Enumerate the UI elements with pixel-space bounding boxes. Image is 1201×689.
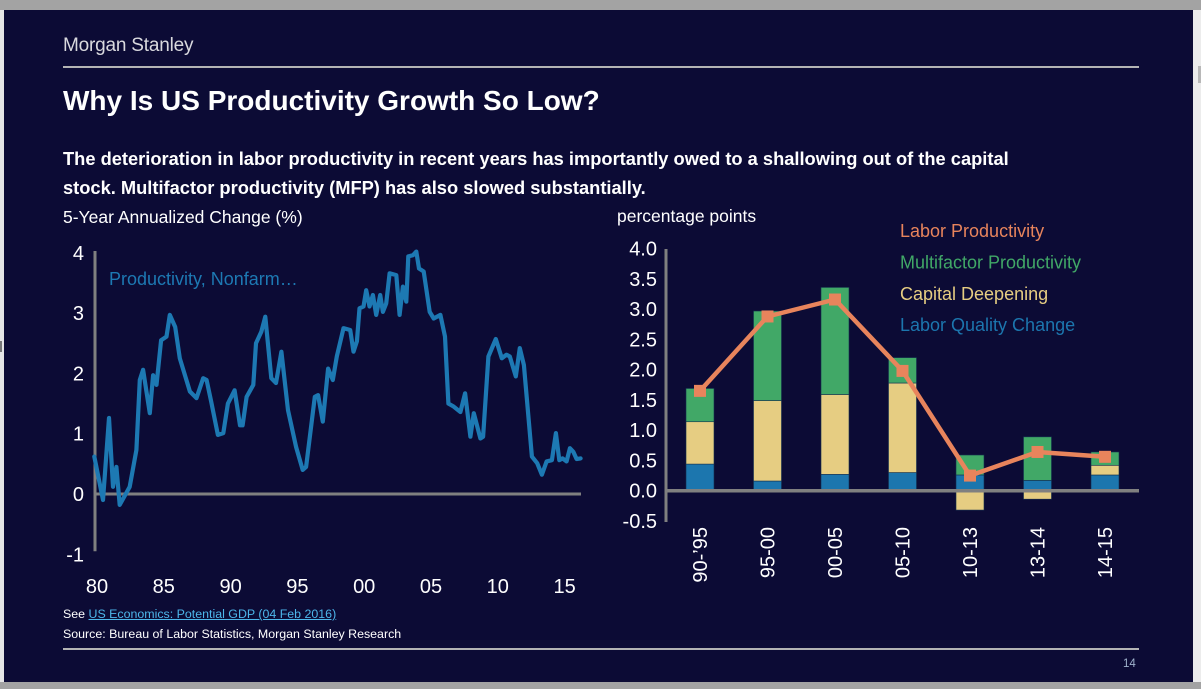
legend-item: Labor Quality Change [900, 315, 1075, 335]
x-tick-label: 14-15 [1095, 527, 1117, 578]
y-tick-label: 4 [73, 243, 84, 265]
x-tick-label: 13-14 [1028, 527, 1050, 578]
y-tick-label: 3 [73, 303, 84, 325]
legend-item: Labor Productivity [900, 221, 1044, 241]
y-tick-label: 1 [73, 424, 84, 446]
legend-item: Capital Deepening [900, 284, 1048, 304]
window-left-tab [0, 341, 2, 352]
bar-labor-quality-change [1090, 474, 1120, 492]
x-tick-label: 05-10 [893, 527, 915, 578]
report-link[interactable]: US Economics: Potential GDP (04 Feb 2016… [88, 607, 337, 621]
x-tick-label: 95 [286, 576, 308, 598]
x-tick-label: 05 [420, 576, 442, 598]
see-prefix: See [63, 607, 86, 621]
y-tick-label: -1 [66, 544, 84, 566]
y-tick-label: 0.5 [629, 450, 657, 472]
y-tick-label: 3.0 [629, 299, 657, 321]
x-tick-label: 00 [353, 576, 375, 598]
labor-productivity-marker [964, 469, 976, 482]
y-tick-label: -0.5 [623, 511, 657, 533]
bar-labor-quality-change [820, 474, 850, 491]
bar-capital-deepening [685, 421, 715, 465]
x-tick-label: 95-00 [758, 527, 780, 578]
source-note: Source: Bureau of Labor Statistics, Morg… [63, 627, 402, 641]
scrollbar-thumb[interactable] [1198, 66, 1201, 83]
slide-subtitle: The deterioration in labor productivity … [63, 144, 1009, 202]
bar-capital-deepening [888, 382, 917, 473]
y-tick-label: 2.0 [629, 360, 657, 382]
y-tick-label: 0 [73, 484, 84, 506]
y-tick-label: 2 [73, 363, 84, 385]
subtitle-line: The deterioration in labor productivity … [63, 148, 1009, 169]
y-tick-label: 4.0 [629, 239, 657, 261]
labor-productivity-marker [829, 293, 841, 306]
x-tick-label: 10-13 [960, 527, 982, 578]
slide-title: Why Is US Productivity Growth So Low? [63, 85, 600, 116]
labor-productivity-marker [694, 384, 706, 397]
series-label: Productivity, Nonfarm… [109, 269, 298, 289]
productivity-series-line [92, 249, 583, 507]
x-tick-label: 80 [86, 576, 108, 598]
bar-capital-deepening [820, 394, 850, 475]
y-tick-label: 2.5 [629, 329, 657, 351]
page-number: 14 [1123, 658, 1136, 670]
line-chart-title: 5-Year Annualized Change (%) [63, 207, 303, 227]
labor-productivity-marker [896, 364, 909, 377]
window-left-edge [0, 10, 4, 682]
bar-chart-unit-label: percentage points [617, 206, 757, 226]
x-tick-label: 00-05 [825, 527, 847, 578]
labor-productivity-marker [1031, 445, 1044, 458]
x-tick-label: 10 [487, 576, 509, 598]
y-tick-label: 1.5 [629, 390, 657, 412]
footer-divider [63, 648, 1139, 650]
x-tick-label: 90 [219, 576, 241, 598]
labor-productivity-marker [761, 310, 774, 323]
bar-multifactor-productivity [1023, 436, 1052, 481]
bar-capital-deepening [1090, 464, 1120, 476]
x-tick-label: 85 [153, 576, 175, 598]
brand-logo: Morgan Stanley [63, 35, 194, 56]
legend-item: Multifactor Productivity [900, 252, 1081, 272]
bar-capital-deepening [955, 490, 985, 511]
header-divider [63, 66, 1139, 68]
see-also-line: See US Economics: Potential GDP (04 Feb … [63, 607, 336, 621]
y-tick-label: 1.0 [629, 420, 657, 442]
y-tick-label: 0.0 [629, 481, 657, 503]
bar-chart: -0.5 0.0 0.5 1.0 1.5 2.0 2.5 3.0 3.5 4.0 90-’95 95-… [623, 221, 1139, 583]
scrollbar-track[interactable] [1193, 10, 1201, 682]
line-chart: -1 0 1 2 3 4 80 85 90 95 00 05 10 15 Productivity, Non… [66, 243, 583, 598]
labor-productivity-marker [1099, 450, 1111, 463]
bar-labor-quality-change [888, 472, 917, 491]
bar-capital-deepening [753, 400, 782, 482]
y-tick-label: 3.5 [629, 269, 657, 291]
bar-labor-quality-change [685, 463, 715, 491]
x-tick-label: 90-’95 [690, 527, 712, 583]
x-tick-label: 15 [553, 576, 575, 598]
subtitle-line: stock. Multifactor productivity (MFP) ha… [63, 177, 646, 198]
slide [4, 10, 1193, 682]
